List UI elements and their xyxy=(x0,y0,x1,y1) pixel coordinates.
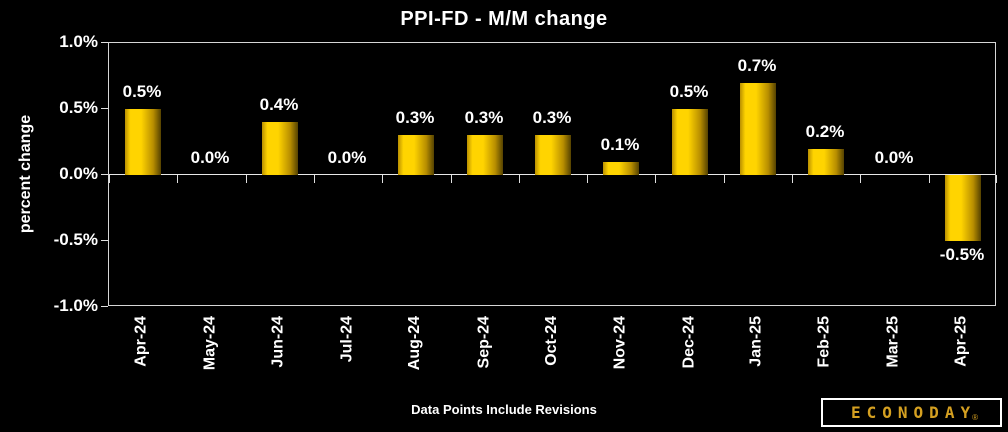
x-axis-tick xyxy=(382,175,383,183)
x-axis-category-label: Oct-24 xyxy=(543,316,560,366)
bar-value-label: 0.0% xyxy=(327,148,367,167)
y-axis-tick-label: -0.5% xyxy=(53,230,98,249)
x-axis-category-label: Aug-24 xyxy=(406,316,423,371)
y-axis-tick xyxy=(101,240,108,241)
econoday-logo: ECONODAY ® xyxy=(821,398,1002,427)
bar xyxy=(398,135,434,176)
registered-mark-icon: ® xyxy=(972,413,978,422)
y-axis-tick-label: 0.0% xyxy=(59,164,98,183)
bar xyxy=(125,109,161,175)
y-axis-tick xyxy=(101,108,108,109)
y-axis-tick xyxy=(101,42,108,43)
bar-value-label: -0.5% xyxy=(939,245,985,264)
bar-value-label: 0.7% xyxy=(737,56,777,75)
y-axis-tick-label: 0.5% xyxy=(59,98,98,117)
x-axis-tick xyxy=(246,175,247,183)
x-axis-category-label: Jun-24 xyxy=(270,316,287,368)
x-axis-category-label: Jul-24 xyxy=(338,316,355,363)
x-axis-tick xyxy=(860,175,861,183)
bar xyxy=(740,82,776,175)
x-axis-tick xyxy=(451,175,452,183)
bar-value-label: 0.4% xyxy=(259,95,299,114)
y-axis-tick xyxy=(101,306,108,307)
bar-value-label: 0.5% xyxy=(122,82,162,101)
x-axis-category-label: Apr-24 xyxy=(133,316,150,367)
x-axis-category-label: May-24 xyxy=(201,316,218,371)
x-axis-category-label: Mar-25 xyxy=(885,316,902,368)
x-axis-tick xyxy=(655,175,656,183)
bar-value-label: 0.3% xyxy=(395,108,435,127)
x-axis-category-label: Sep-24 xyxy=(475,316,492,369)
bar xyxy=(603,161,639,175)
x-axis-category-label: Feb-25 xyxy=(816,316,833,368)
bar-value-label: 0.5% xyxy=(669,82,709,101)
bar xyxy=(262,122,298,176)
x-axis-tick xyxy=(724,175,725,183)
x-axis-category-label: Nov-24 xyxy=(611,316,628,370)
bar-value-label: 0.1% xyxy=(600,135,640,154)
plot-area xyxy=(108,42,997,306)
x-axis-tick xyxy=(109,175,110,183)
chart-title: PPI-FD - M/M change xyxy=(400,8,608,30)
y-axis-tick-label: -1.0% xyxy=(53,296,98,315)
bar xyxy=(672,109,708,175)
bar xyxy=(808,148,844,175)
x-axis-category-label: Apr-25 xyxy=(953,316,970,367)
y-axis-tick xyxy=(101,174,108,175)
x-axis-tick xyxy=(996,175,997,183)
x-axis-tick xyxy=(792,175,793,183)
bar-value-label: 0.3% xyxy=(532,108,572,127)
bar xyxy=(945,175,981,241)
x-axis-tick xyxy=(587,175,588,183)
x-axis-tick xyxy=(519,175,520,183)
bar xyxy=(535,135,571,176)
x-axis-tick xyxy=(177,175,178,183)
bar xyxy=(467,135,503,176)
bar-value-label: 0.2% xyxy=(805,122,845,141)
x-axis-tick xyxy=(929,175,930,183)
y-axis-tick-label: 1.0% xyxy=(59,32,98,51)
bar-value-label: 0.3% xyxy=(464,108,504,127)
x-axis-category-label: Jan-25 xyxy=(748,316,765,367)
x-axis-category-label: Dec-24 xyxy=(680,316,697,369)
footnote: Data Points Include Revisions xyxy=(411,402,597,417)
logo-text: ECONODAY xyxy=(851,403,977,422)
bar-value-label: 0.0% xyxy=(874,148,914,167)
bar-value-label: 0.0% xyxy=(190,148,230,167)
x-axis-tick xyxy=(314,175,315,183)
